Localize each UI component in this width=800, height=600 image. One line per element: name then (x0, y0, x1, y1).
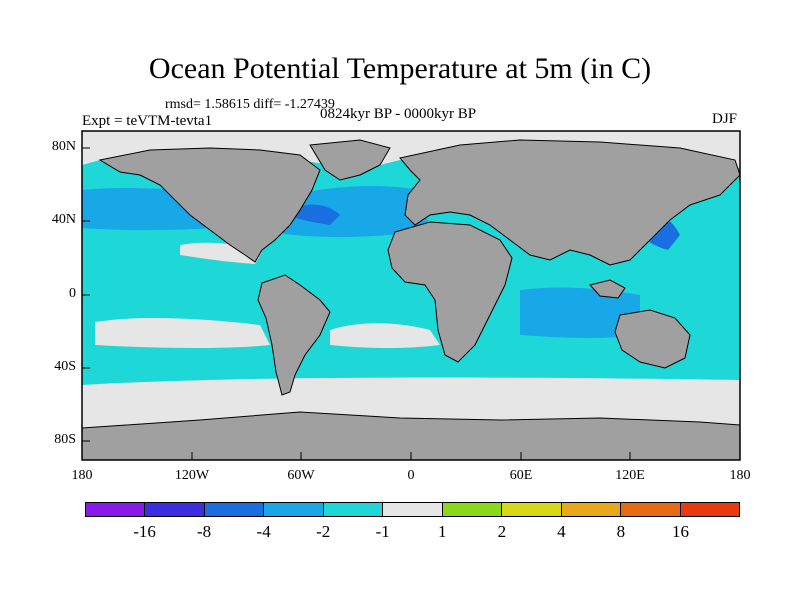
colorbar-swatch (264, 503, 324, 516)
antarctica-land (82, 411, 740, 460)
season-label: DJF (712, 111, 738, 127)
lon-tick-label: 0 (407, 468, 415, 483)
australia-land (614, 309, 691, 369)
colorbar-label: -1 (375, 522, 390, 541)
colorbar-swatch (561, 503, 622, 516)
lon-tick-label: 180 (729, 468, 751, 483)
colorbar-swatch (680, 503, 739, 516)
north-america-land (98, 147, 321, 263)
land-masses (82, 139, 740, 460)
maritime-continent-land (589, 279, 626, 299)
lat-tick-label: 80S (54, 432, 76, 447)
colorbar-label: -4 (256, 522, 271, 541)
colorbar-swatch (86, 503, 146, 516)
lon-tick-label: 60E (509, 468, 533, 483)
colorbar-swatch (323, 503, 384, 516)
colorbar-swatch (145, 503, 205, 516)
lon-tick-label: 60W (287, 468, 315, 483)
colorbar-swatch (621, 503, 681, 516)
lat-tick-label: 40S (54, 359, 76, 374)
colorbar (85, 502, 740, 517)
lon-tick-label: 120E (615, 468, 645, 483)
colorbar-swatch (383, 503, 443, 516)
lon-tick-label: 180 (71, 468, 93, 483)
africa-land (387, 221, 513, 363)
eurasia-land (399, 139, 740, 266)
south-pacific-near-zero-band (95, 318, 270, 349)
rmsd-diff-stats: rmsd= 1.58615 diff= -1.27439 (165, 97, 335, 112)
colorbar-label: -8 (196, 522, 212, 541)
colorbar-label: -16 (133, 522, 156, 541)
colorbar-swatch (502, 503, 562, 516)
lat-tick-label: 0 (69, 286, 76, 301)
lat-tick-label: 40N (51, 212, 76, 227)
axis-ticks (82, 147, 631, 460)
indian-ocean-cool-region (520, 287, 640, 339)
colorbar-label: 2 (497, 522, 507, 541)
colorbar-label: -2 (316, 522, 331, 541)
lat-tick-label: 80N (51, 139, 76, 154)
colorbar-label: 4 (557, 522, 566, 541)
colorbar-swatch (442, 503, 503, 516)
period-label: 0824kyr BP - 0000kyr BP (320, 106, 477, 122)
colorbar-label: 8 (616, 522, 626, 541)
gulf-stream-cool-region (290, 204, 340, 225)
colorbar-label: 16 (671, 522, 689, 541)
lon-tick-label: 120W (174, 468, 210, 483)
map-title: Ocean Potential Temperature at 5m (in C) (148, 52, 652, 85)
arctic-near-zero-region (82, 131, 740, 170)
experiment-label: Expt = teVTM-tevta1 (82, 113, 213, 129)
south-atlantic-near-zero-band (330, 323, 440, 349)
south-america-land (257, 274, 331, 396)
greenland-land (309, 139, 391, 181)
colorbar-swatch (204, 503, 265, 516)
colorbar-label: 1 (438, 522, 447, 541)
